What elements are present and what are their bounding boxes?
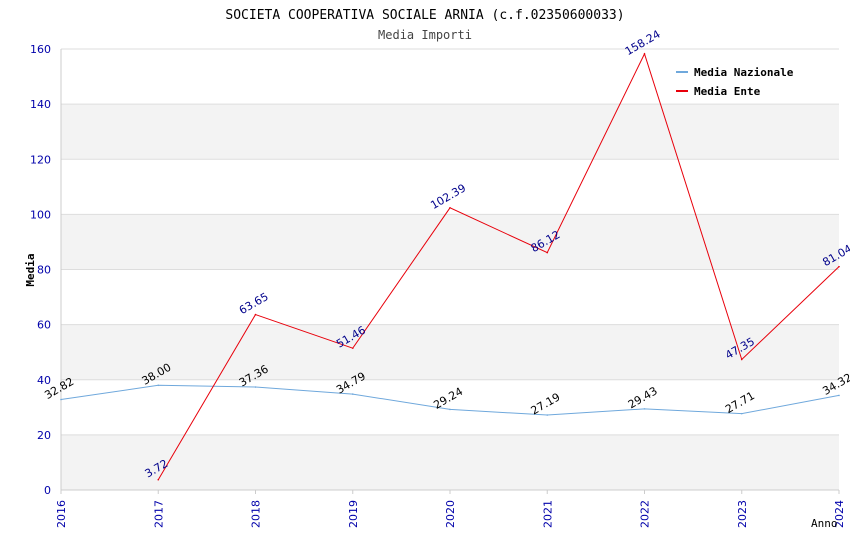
x-tick-label: 2019 [347,500,360,528]
x-tick-label: 2017 [152,500,165,528]
data-point [643,53,646,55]
data-point [254,386,257,388]
data-point [449,408,451,411]
plot-bands [61,49,839,490]
axes [60,49,840,494]
data-point [838,265,840,268]
data-point [546,414,549,416]
x-tick-label: 2016 [55,500,68,528]
data-point [740,412,743,415]
y-tick-label: 80 [37,264,51,277]
series-line [157,52,840,481]
data-point [546,251,549,254]
y-tick-label: 160 [30,43,51,56]
chart-subtitle: Media Importi [378,28,472,42]
legend: Media Nazionale Media Ente [669,59,810,101]
data-point [60,398,62,401]
data-point [351,347,354,349]
legend-box [669,59,810,101]
x-tick-label: 2021 [541,500,554,528]
legend-label: Media Nazionale [694,66,794,79]
y-tick-label: 120 [30,153,51,166]
x-tick-label: 2023 [736,500,749,528]
x-tick-label: 2024 [833,500,846,528]
plot-band [61,159,839,215]
data-point [838,394,840,397]
y-tick-label: 60 [37,319,51,332]
plot-band [61,324,839,380]
plot-band [61,434,839,490]
plot-band [61,214,839,270]
x-tick-label: 2022 [639,500,652,528]
data-point [254,313,257,316]
legend-label: Media Ente [694,85,761,98]
plot-band [61,379,839,435]
data-point [449,206,451,209]
y-tick-label: 0 [44,484,51,497]
y-tick-label: 20 [37,429,51,442]
y-tick-label: 40 [37,374,51,387]
y-axis-label: Media [24,253,37,286]
x-tick-labels: 2016 2017 2018 2019 2020 2021 2022 2023 2024 [55,500,846,528]
data-point [157,384,160,387]
data-point [643,408,646,410]
plot-band [61,104,839,160]
data-point [157,478,160,481]
y-tick-labels: 0 20 40 60 80 100 120 140 160 [30,43,51,497]
data-point [740,358,743,361]
y-tick-label: 140 [30,98,51,111]
data-point [351,393,354,395]
x-tick-label: 2020 [444,500,457,528]
chart-title: SOCIETA COOPERATIVA SOCIALE ARNIA (c.f.0… [225,8,624,23]
series-group [60,52,840,481]
x-axis-label: Anno [811,517,838,530]
x-tick-label: 2018 [250,500,263,528]
plot-band [61,269,839,325]
y-tick-label: 100 [30,208,51,221]
